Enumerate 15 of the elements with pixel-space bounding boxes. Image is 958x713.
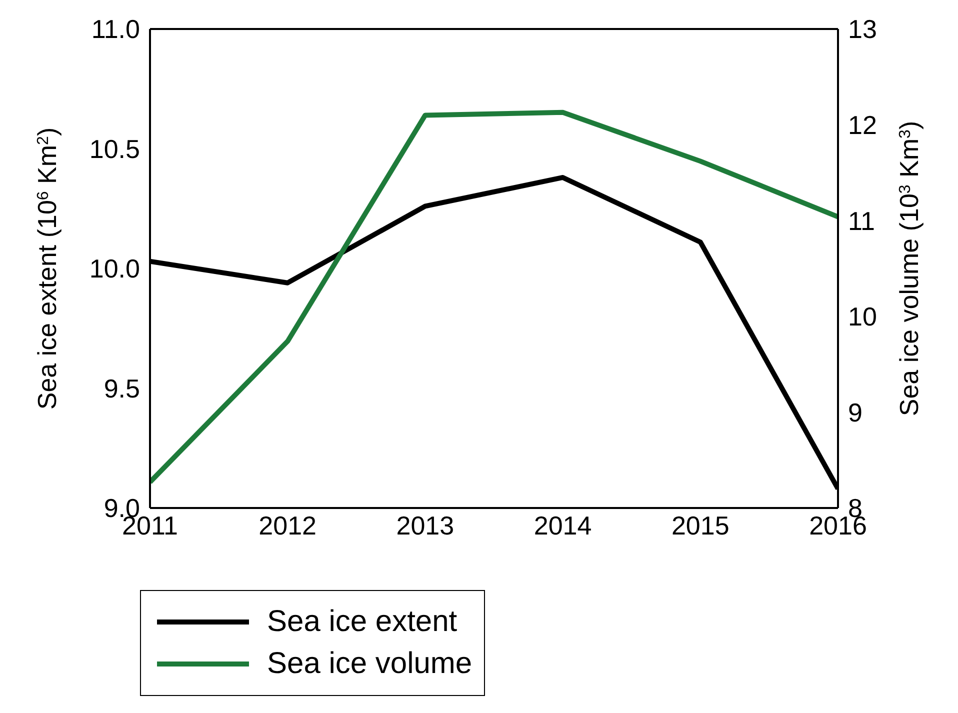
x-tick-label: 2012 bbox=[258, 510, 317, 540]
y-tick-label: 10.5 bbox=[89, 134, 140, 164]
y2-tick-label: 12 bbox=[848, 110, 877, 140]
y2-tick-label: 9 bbox=[848, 397, 862, 428]
legend-label: Sea ice extent bbox=[267, 605, 458, 639]
legend-label: Sea ice volume bbox=[267, 647, 472, 681]
x-tick-label: 2013 bbox=[396, 510, 454, 540]
x-tick-label: 2015 bbox=[671, 510, 730, 540]
x-tick-label: 2014 bbox=[534, 510, 592, 540]
y-tick-label: 10.0 bbox=[89, 254, 140, 284]
y-tick-label: 9.5 bbox=[104, 373, 140, 404]
y2-tick-label: 13 bbox=[848, 14, 877, 44]
y2-tick-label: 11 bbox=[848, 206, 875, 236]
y-tick-label: 11.0 bbox=[91, 14, 140, 44]
y2-tick-label: 10 bbox=[848, 302, 877, 332]
